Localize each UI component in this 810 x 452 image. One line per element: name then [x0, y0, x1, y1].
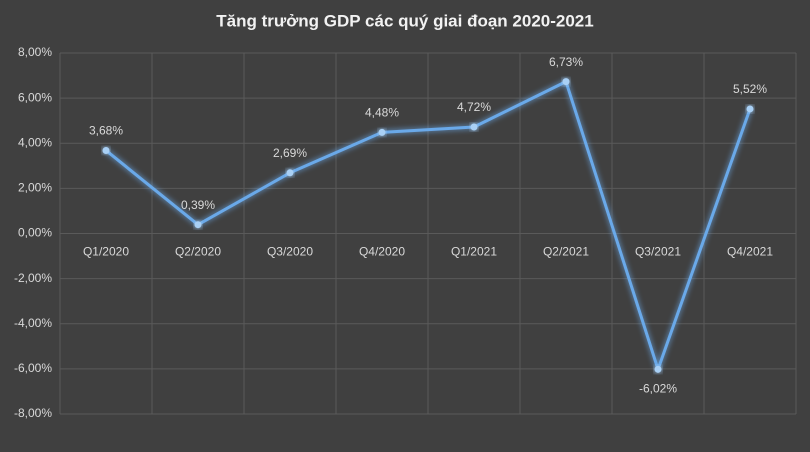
- x-tick-label: Q2/2021: [543, 245, 589, 259]
- point: [286, 169, 294, 177]
- y-tick-label: -8,00%: [14, 406, 52, 420]
- x-tick-label: Q1/2020: [83, 245, 129, 259]
- x-tick-label: Q1/2021: [451, 245, 497, 259]
- data-label: 3,68%: [89, 124, 123, 138]
- x-tick-label: Q3/2021: [635, 245, 681, 259]
- data-label: 6,73%: [549, 55, 583, 69]
- y-tick-label: 6,00%: [18, 90, 52, 104]
- point: [562, 78, 570, 86]
- point: [378, 128, 386, 136]
- y-tick-label: -2,00%: [14, 271, 52, 285]
- chart-title: Tăng trưởng GDP các quý giai đoạn 2020-2…: [216, 11, 593, 30]
- point: [746, 105, 754, 113]
- x-tick-label: Q4/2021: [727, 245, 773, 259]
- y-tick-label: 2,00%: [18, 181, 52, 195]
- point: [470, 123, 478, 131]
- data-label: 2,69%: [273, 146, 307, 160]
- x-tick-label: Q3/2020: [267, 245, 313, 259]
- data-label: 5,52%: [733, 82, 767, 96]
- y-tick-label: -6,00%: [14, 361, 52, 375]
- data-label: 0,39%: [181, 198, 215, 212]
- y-tick-label: 4,00%: [18, 135, 52, 149]
- point: [654, 365, 662, 373]
- line: [105, 80, 752, 371]
- data-label: 4,72%: [457, 100, 491, 114]
- y-tick-label: -4,00%: [14, 316, 52, 330]
- point: [194, 221, 202, 229]
- x-tick-label: Q2/2020: [175, 245, 221, 259]
- data-label: -6,02%: [639, 381, 677, 395]
- y-tick-label: 8,00%: [18, 45, 52, 59]
- y-tick-label: 0,00%: [18, 226, 52, 240]
- point: [102, 146, 110, 154]
- data-label: 4,48%: [365, 106, 399, 120]
- x-tick-label: Q4/2020: [359, 245, 405, 259]
